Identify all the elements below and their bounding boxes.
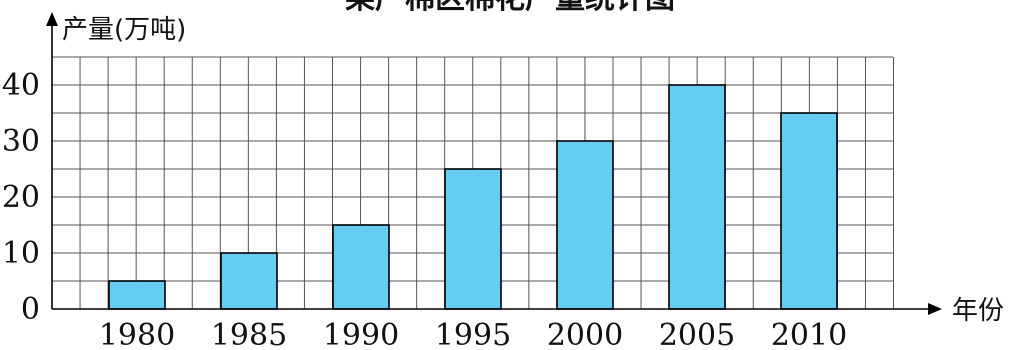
y-tick-label: 20 xyxy=(2,180,40,215)
x-tick-label: 1990 xyxy=(323,318,399,350)
bar-1995 xyxy=(444,168,502,310)
x-tick-label: 1995 xyxy=(435,318,511,350)
bar-2000 xyxy=(556,140,614,310)
y-axis-title: 产量(万吨) xyxy=(62,15,186,45)
y-tick-label: 40 xyxy=(2,68,40,103)
bar-1980 xyxy=(108,280,166,310)
labels: 0 10 20 30 40 1980 1985 1990 1995 2000 2005 2010 xyxy=(2,68,847,350)
bar-2010 xyxy=(780,112,838,310)
y-tick-label: 10 xyxy=(2,236,40,271)
y-tick-label: 0 xyxy=(21,292,40,327)
x-tick-label: 2005 xyxy=(659,318,735,350)
bars xyxy=(108,84,838,310)
x-tick-label: 2000 xyxy=(547,318,623,350)
x-axis-title: 年份 xyxy=(952,296,1004,326)
y-tick-label: 30 xyxy=(2,124,40,159)
x-tick-label: 1985 xyxy=(211,318,287,350)
bar-2005 xyxy=(668,84,726,310)
x-tick-label: 1980 xyxy=(99,318,175,350)
x-tick-label: 2010 xyxy=(771,318,847,350)
bar-1990 xyxy=(332,224,390,310)
bar-1985 xyxy=(220,252,278,310)
axes xyxy=(46,12,942,315)
chart-title: 某产棉区棉花产量统计图 xyxy=(345,0,675,16)
